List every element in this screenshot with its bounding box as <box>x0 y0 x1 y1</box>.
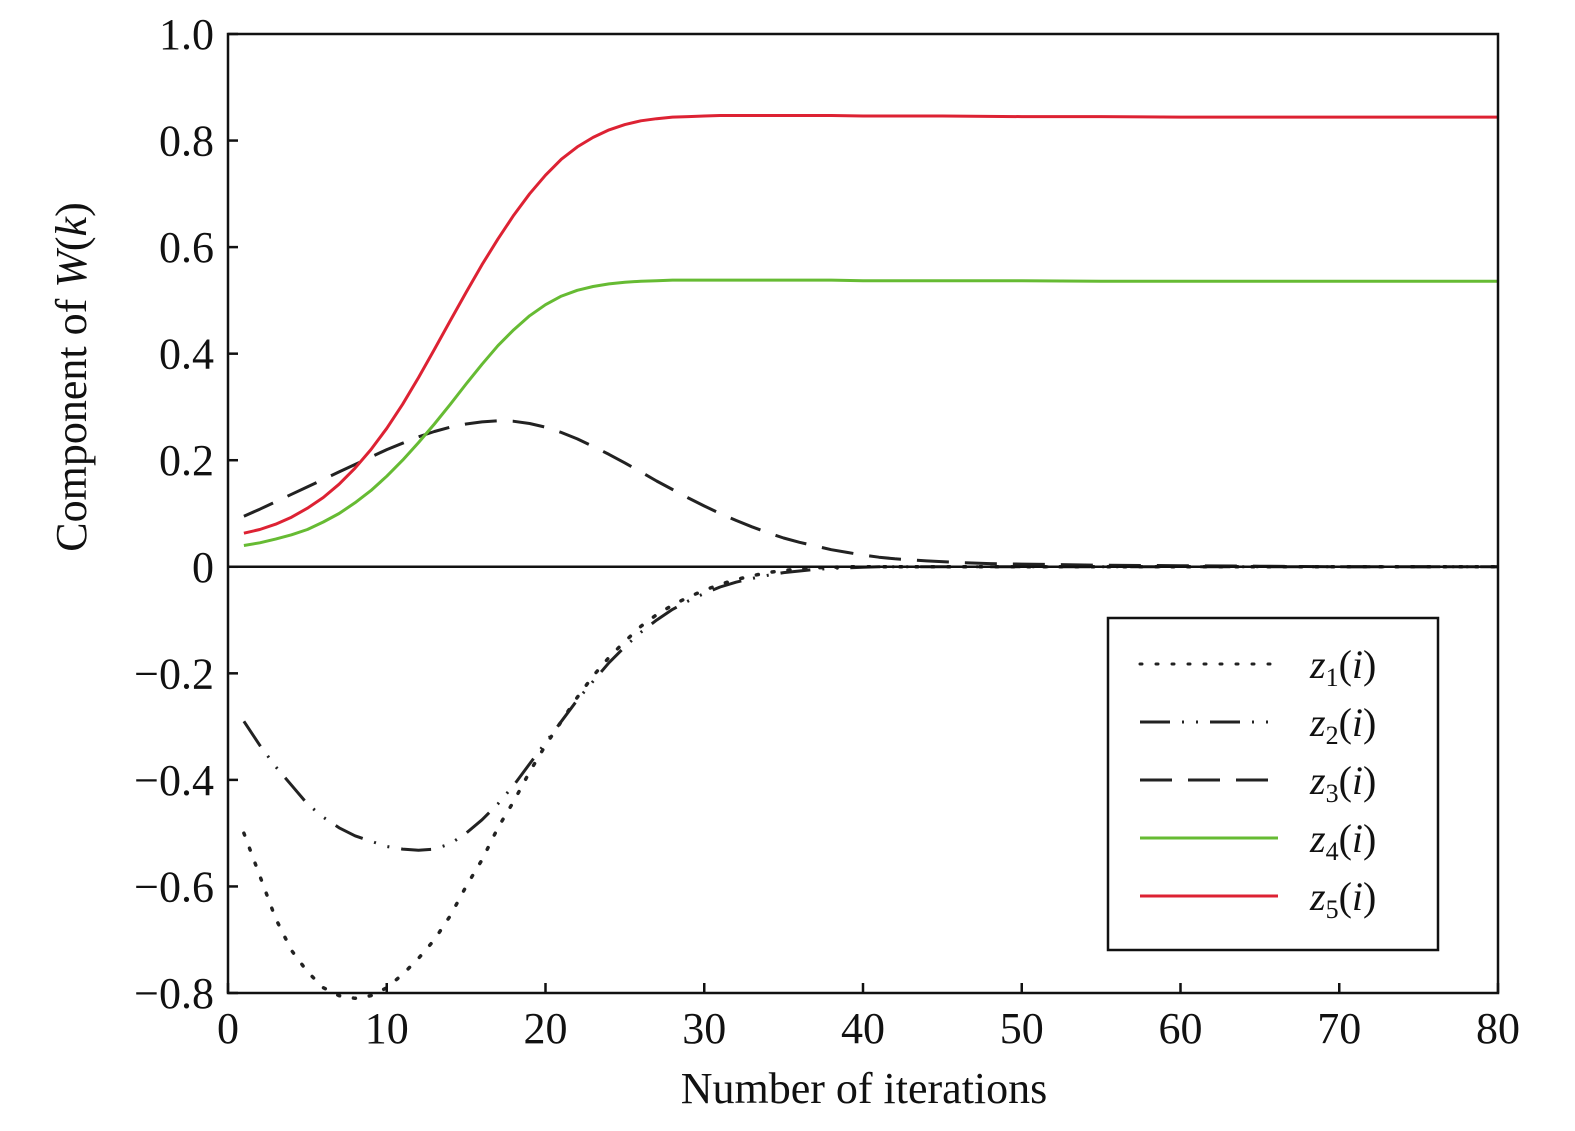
y-tick-label: 0.2 <box>159 436 214 485</box>
y-tick-label: 1.0 <box>159 10 214 59</box>
y-axis-title-close-paren: ) <box>47 202 96 217</box>
x-tick-label: 20 <box>524 1004 568 1053</box>
legend-label-z4: z4(i) <box>1309 816 1376 866</box>
series-line-z5 <box>243 114 1498 535</box>
x-tick-label: 10 <box>365 1004 409 1053</box>
y-tick-label: −0.4 <box>134 756 214 805</box>
x-axis-title: Number of iterations <box>681 1064 1048 1113</box>
y-tick-label: 0.8 <box>159 117 214 166</box>
series-line-z4 <box>243 278 1498 547</box>
y-tick-label: −0.8 <box>134 969 214 1018</box>
y-axis-title: Component of W(k) <box>47 202 96 551</box>
x-tick-label: 80 <box>1476 1004 1520 1053</box>
x-tick-label: 0 <box>217 1004 239 1053</box>
axis-ticks: 0 10 20 30 40 50 60 70 80 −0.8 −0.6 −0.4 −0.2 0 0.2 0.4… <box>134 10 1520 1053</box>
legend-label-z5: z5(i) <box>1309 874 1376 924</box>
series-line-z3 <box>243 419 1498 569</box>
y-tick-label: 0.6 <box>159 223 214 272</box>
legend-box <box>1106 616 1440 952</box>
x-tick-label: 70 <box>1317 1004 1361 1053</box>
x-tick-label: 50 <box>1000 1004 1044 1053</box>
y-axis-title-variable: W <box>47 248 96 288</box>
x-tick-label: 40 <box>841 1004 885 1053</box>
y-tick-label: −0.2 <box>134 649 214 698</box>
y-axis-title-argument: k <box>47 215 96 236</box>
y-tick-label: −0.6 <box>134 862 214 911</box>
y-tick-label: 0 <box>192 543 214 592</box>
x-tick-label: 30 <box>682 1004 726 1053</box>
legend: z1(i) z2(i) z3(i) z4(i) z5(i) <box>1106 616 1440 952</box>
y-tick-label: 0.4 <box>159 330 214 379</box>
x-tick-label: 60 <box>1159 1004 1203 1053</box>
y-axis-title-open-paren: ( <box>47 236 96 251</box>
legend-label-z2: z2(i) <box>1309 700 1376 750</box>
y-axis-title-prefix: Component of <box>47 288 96 552</box>
legend-label-z3: z3(i) <box>1309 758 1376 808</box>
legend-label-z1: z1(i) <box>1309 642 1376 692</box>
